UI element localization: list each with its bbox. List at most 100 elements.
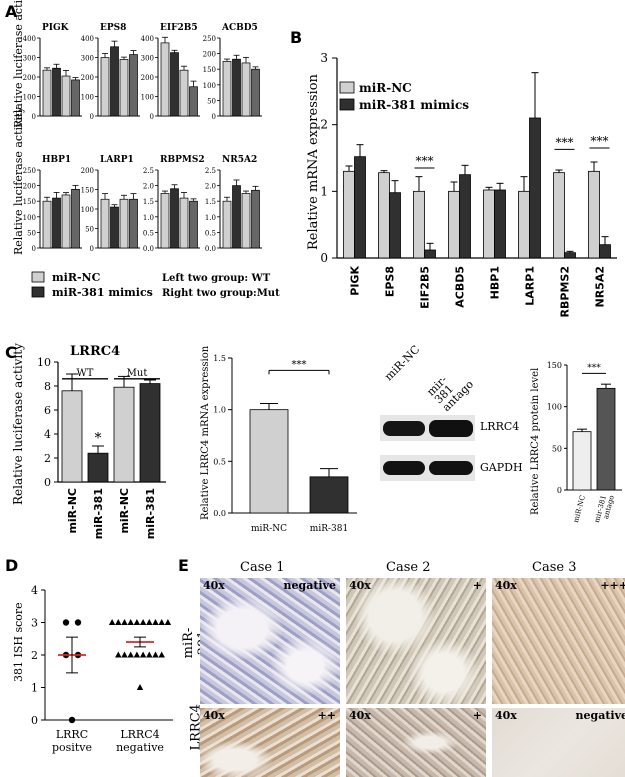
blot-band-lrrc4-antago xyxy=(429,420,473,437)
bar xyxy=(42,200,52,249)
bar xyxy=(494,189,506,259)
bar xyxy=(160,193,170,249)
ihc-mag: 40x xyxy=(349,579,371,592)
y-tick-label: 0 xyxy=(90,245,94,253)
ihc-mir381-case3: 40x +++ xyxy=(492,578,625,704)
bar xyxy=(232,58,241,117)
panel-a-title: NR5A2 xyxy=(222,155,257,165)
x-tick-label: miR-381 xyxy=(144,488,157,539)
bar xyxy=(483,189,495,259)
legend-nc-label: miR-NC xyxy=(52,271,101,284)
bar xyxy=(189,86,198,117)
y-tick-label: 0 xyxy=(557,486,562,495)
y-tick-label: 0 xyxy=(320,251,328,265)
bar xyxy=(42,69,52,117)
y-tick-label: 2 xyxy=(44,452,51,465)
y-tick-label: 300 xyxy=(141,55,154,63)
ihc-level: +++ xyxy=(600,579,625,592)
y-tick-label: 300 xyxy=(81,55,94,63)
bar xyxy=(343,170,355,259)
x-tick-label: ACBD5 xyxy=(454,266,467,308)
legend-mimics-label: miR-381 mimics xyxy=(52,286,153,299)
y-tick-label: 0.5 xyxy=(205,229,216,237)
panel-d-xlabel-positive-2: positve xyxy=(52,741,92,754)
scatter-point xyxy=(108,619,116,625)
y-tick-label: 200 xyxy=(81,74,94,82)
y-tick-label: 200 xyxy=(81,167,94,175)
ihc-level: negative xyxy=(575,709,625,722)
scatter-point xyxy=(121,651,128,658)
y-tick-label: 0.0 xyxy=(213,509,226,518)
bar xyxy=(87,452,109,483)
bar xyxy=(232,185,241,249)
bar xyxy=(222,200,232,249)
y-tick-label: 250 xyxy=(23,167,36,175)
y-tick-label: 0.0 xyxy=(205,245,216,253)
x-tick-label: miR-NC xyxy=(572,494,587,523)
bar xyxy=(251,189,260,249)
y-tick-label: 1 xyxy=(31,682,38,695)
blot-band-row-lrrc4 xyxy=(380,415,475,441)
bar xyxy=(129,54,138,117)
blot-label-antago: mir-381 antago xyxy=(424,373,477,415)
bar xyxy=(119,59,129,117)
bar xyxy=(160,42,170,117)
panel-c-protein-chart: Relative LRRC4 protein level 0 50 100 150 mi… xyxy=(530,361,622,524)
bar xyxy=(572,431,592,491)
case-3-header: Case 3 xyxy=(532,560,577,575)
y-tick-label: 300 xyxy=(23,55,36,63)
scatter-point xyxy=(127,651,134,658)
bar xyxy=(424,249,436,259)
y-tick-label: 2 xyxy=(320,118,328,132)
ihc-mag: 40x xyxy=(495,579,517,592)
panel-label-e: E xyxy=(178,556,189,575)
bar xyxy=(459,174,471,259)
x-tick-label: miR-NC xyxy=(66,488,79,534)
legend-mimics-swatch xyxy=(31,286,45,298)
y-tick-label: 200 xyxy=(23,74,36,82)
panel-e: Case 1 Case 2 Case 3 miR-381 LRRC4 40x n… xyxy=(180,560,625,777)
legend-b-mimics-swatch xyxy=(339,98,355,111)
bar xyxy=(71,188,80,249)
y-tick-label: 100 xyxy=(141,94,154,102)
y-tick-label: 3 xyxy=(31,617,38,630)
y-tick-label: 1.0 xyxy=(143,214,154,222)
ihc-mir381-case1: 40x negative xyxy=(200,578,340,704)
bar xyxy=(61,390,83,483)
blot-label-gapdh: GAPDH xyxy=(480,461,523,474)
y-tick-label: 100 xyxy=(81,94,94,102)
y-tick-label: 150 xyxy=(547,361,562,370)
x-tick-label: PIGK xyxy=(349,266,362,296)
y-tick-label: 150 xyxy=(81,187,94,195)
ihc-mag: 40x xyxy=(203,579,225,592)
bar xyxy=(170,52,179,117)
panel-a-title: HBP1 xyxy=(42,155,71,165)
ihc-level: + xyxy=(472,579,482,592)
panel-c-protein-ylabel: Relative LRRC4 protein level xyxy=(530,368,541,515)
y-tick-label: 100 xyxy=(81,206,94,214)
x-tick-label: NR5A2 xyxy=(594,266,607,308)
legend-nc-swatch xyxy=(31,271,45,283)
bar xyxy=(170,188,179,249)
legend-group-mut: Right two group:Mut xyxy=(162,288,280,299)
panel-c-mrna-ylabel-1: Relative LRRC4 mRNA expression xyxy=(200,345,211,520)
scatter-point xyxy=(115,619,122,625)
bar xyxy=(241,62,251,117)
legend-b-nc-swatch xyxy=(339,81,355,94)
y-tick-label: 3 xyxy=(320,51,328,65)
significance-mark: *** xyxy=(591,134,609,148)
y-tick-label: 2.5 xyxy=(205,167,216,175)
ihc-level: + xyxy=(472,709,482,722)
scatter-point xyxy=(62,619,70,626)
bar xyxy=(52,197,61,249)
y-tick-label: 1.5 xyxy=(143,198,154,206)
bar xyxy=(100,198,110,249)
blot-label-lrrc4: LRRC4 xyxy=(480,420,520,433)
bar xyxy=(599,244,611,259)
scatter-point xyxy=(133,651,141,658)
panel-label-c: C xyxy=(5,343,17,362)
y-tick-label: 100 xyxy=(547,403,562,412)
y-tick-label: 2.0 xyxy=(143,183,154,191)
blot-band-lrrc4-nc xyxy=(383,421,425,436)
x-tick-label: miR-NC xyxy=(251,524,287,534)
